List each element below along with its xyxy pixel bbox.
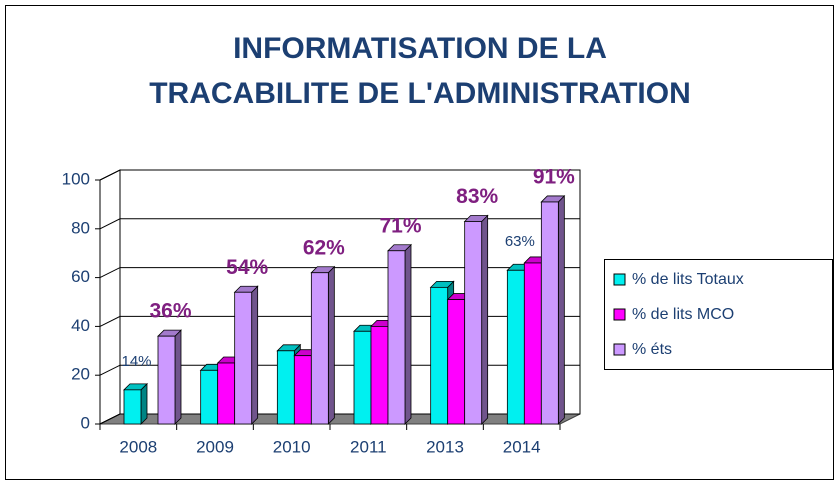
bar [310, 265, 336, 425]
back-wall [99, 169, 121, 425]
grid-line [99, 413, 580, 425]
legend-label: % de lits Totaux [632, 271, 744, 288]
y-tick-label: 0 [81, 413, 90, 432]
bar-front [293, 355, 312, 425]
grid-line [99, 218, 580, 230]
data-label: 36% [149, 300, 191, 323]
bar [123, 382, 148, 425]
bar-side [251, 285, 259, 425]
bar-front [276, 350, 295, 425]
x-tick-label: 2008 [119, 437, 157, 456]
grid-line [99, 267, 580, 279]
bar-front [200, 369, 219, 425]
bar-front [217, 362, 236, 425]
data-label: 54% [226, 256, 268, 279]
y-tick-label: 40 [71, 316, 90, 335]
bar [463, 214, 489, 425]
x-tick-label: 2009 [196, 437, 234, 456]
bar-front [447, 299, 466, 425]
x-tick-label: 2014 [503, 437, 541, 456]
bar-front [370, 325, 389, 425]
bar-front [430, 286, 449, 425]
chart-title: INFORMATISATION DE LA [233, 32, 607, 65]
y-tick-label: 20 [71, 365, 90, 384]
x-tick-label: 2011 [350, 437, 387, 456]
bar-front [506, 269, 525, 425]
bar [233, 285, 259, 425]
bar-side [557, 194, 565, 425]
bar-side [327, 265, 335, 425]
grid-line [99, 315, 580, 327]
bar-side [404, 243, 412, 425]
bar-front [387, 250, 406, 425]
bar-side [140, 382, 148, 425]
y-tick-label: 60 [71, 267, 90, 286]
legend-box [604, 259, 833, 370]
bar-front [234, 291, 253, 425]
bar-side [481, 214, 489, 425]
data-label: 63% [505, 233, 535, 250]
data-label: 71% [379, 214, 421, 237]
legend-swatch [613, 273, 626, 286]
bar-front [157, 335, 176, 425]
bar-front [540, 201, 559, 425]
chart-title: TRACABILITE DE L'ADMINISTRATION [149, 77, 691, 110]
bar-side [174, 329, 182, 425]
chart-frame [5, 5, 834, 480]
data-label: 14% [121, 353, 151, 370]
x-tick-label: 2013 [426, 437, 464, 456]
data-label: 83% [456, 185, 498, 208]
data-label: 91% [533, 166, 575, 189]
bar-front [523, 262, 542, 425]
bar [157, 329, 182, 425]
data-label: 62% [303, 236, 345, 259]
bar-front [123, 389, 142, 425]
legend-label: % de lits MCO [632, 306, 734, 323]
x-tick-label: 2010 [273, 437, 311, 456]
legend-swatch [613, 343, 626, 356]
grid-line [99, 364, 580, 376]
y-tick-label: 100 [62, 169, 90, 188]
legend-swatch [613, 308, 626, 321]
grid-line [99, 169, 580, 181]
bar-front [310, 272, 329, 425]
bar [540, 194, 566, 425]
y-tick-label: 80 [71, 218, 90, 237]
bar-front [464, 221, 483, 425]
legend-label: % éts [632, 341, 672, 358]
bar-front [353, 330, 372, 425]
bar [387, 243, 412, 425]
